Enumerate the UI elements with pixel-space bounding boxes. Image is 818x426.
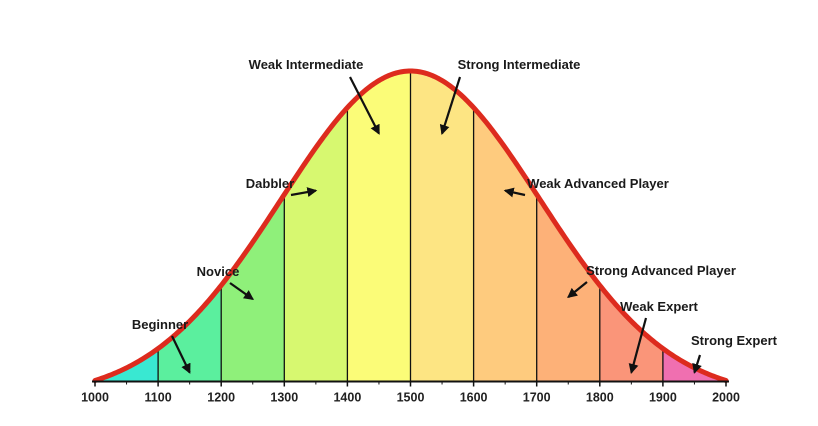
tick-label-1000: 1000 — [81, 391, 109, 405]
label-beginner: Beginner — [132, 317, 188, 332]
arrow-weak-expert — [628, 317, 648, 374]
band-weak-expert — [536, 194, 600, 381]
band-dabbler — [221, 194, 285, 381]
band-labels: Beginner Novice Dabbler Weak Intermediate St… — [132, 57, 778, 374]
band-weak-advanced-player — [410, 71, 474, 381]
label-dabbler: Dabbler — [246, 176, 294, 191]
label-strong-expert: Strong Expert — [691, 333, 778, 348]
label-weak-expert: Weak Expert — [620, 299, 698, 314]
band-dividers — [157, 71, 664, 381]
tick-label-1700: 1700 — [523, 391, 551, 405]
label-strong-intermediate: Strong Intermediate — [458, 57, 581, 72]
colored-bands — [95, 71, 726, 381]
label-novice: Novice — [197, 264, 240, 279]
tick-label-1400: 1400 — [333, 391, 361, 405]
label-strong-advanced-player: Strong Advanced Player — [586, 263, 736, 278]
band-weak-intermediate — [284, 107, 348, 381]
band-strong-intermediate — [347, 71, 411, 381]
tick-label-1100: 1100 — [145, 391, 172, 405]
bell-curve — [92, 68, 729, 383]
band-beginner — [95, 348, 159, 381]
tick-label-1200: 1200 — [207, 391, 235, 405]
arrow-beginner — [171, 335, 191, 374]
arrow-weak-intermediate — [349, 76, 380, 135]
arrow-strong-intermediate — [439, 76, 462, 135]
x-axis: 1000 1100 1200 1300 1400 1500 1600 1700 1800 1900… — [81, 380, 740, 405]
tick-label-1300: 1300 — [270, 391, 298, 405]
tick-label-1500: 1500 — [397, 391, 425, 405]
tick-label-1600: 1600 — [460, 391, 488, 405]
arrow-strong-advanced-player — [567, 281, 588, 299]
arrow-novice — [229, 282, 254, 301]
band-novice — [158, 285, 222, 381]
tick-label-2000: 2000 — [712, 391, 740, 405]
tick-label-1800: 1800 — [586, 391, 614, 405]
label-weak-intermediate: Weak Intermediate — [249, 57, 364, 72]
arrow-weak-advanced-player — [503, 187, 526, 198]
band-1900-2000 — [662, 348, 726, 381]
label-weak-advanced-player: Weak Advanced Player — [527, 176, 669, 191]
band-strong-expert — [599, 285, 663, 381]
band-strong-advanced-player — [473, 107, 537, 381]
arrow-strong-expert — [692, 354, 702, 374]
arrow-dabbler — [290, 187, 318, 198]
tick-label-1900: 1900 — [649, 391, 677, 405]
bell-curve-outline — [92, 68, 729, 383]
